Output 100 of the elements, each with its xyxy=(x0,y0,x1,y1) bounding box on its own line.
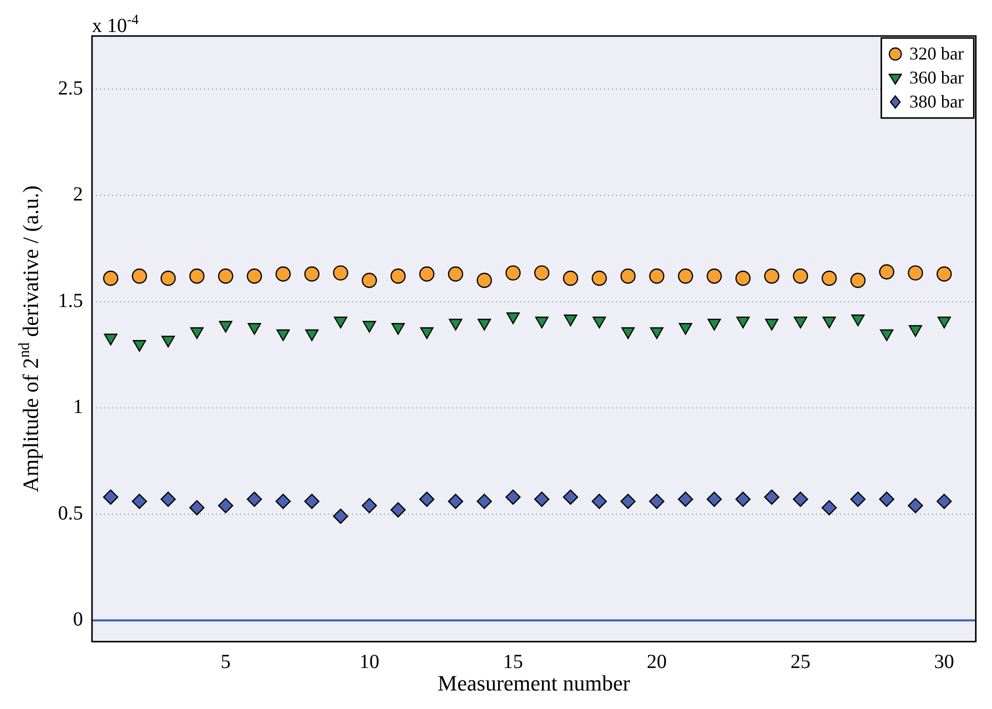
point xyxy=(794,316,808,328)
point xyxy=(248,323,262,335)
point xyxy=(246,492,262,507)
point xyxy=(938,316,951,328)
point xyxy=(419,492,434,507)
point xyxy=(333,508,348,524)
x-tick-label: 15 xyxy=(503,650,524,673)
point xyxy=(189,500,205,516)
x-tick-label: 10 xyxy=(359,650,380,673)
point xyxy=(678,268,694,284)
point xyxy=(908,325,922,337)
y-tick-label: 1.5 xyxy=(58,290,83,312)
point xyxy=(735,270,751,286)
point xyxy=(706,268,722,284)
point xyxy=(851,314,865,326)
point xyxy=(304,494,320,509)
x-tick-label: 5 xyxy=(220,650,231,673)
point xyxy=(505,490,521,505)
y-tick-label: 2.5 xyxy=(58,77,83,100)
point xyxy=(936,494,952,509)
point xyxy=(564,314,578,326)
point xyxy=(104,334,118,346)
point xyxy=(448,494,464,509)
point xyxy=(334,316,348,328)
point xyxy=(362,320,376,333)
point xyxy=(276,494,291,509)
point xyxy=(621,327,635,339)
point xyxy=(103,490,118,505)
x-tick-label: 20 xyxy=(646,650,667,673)
point xyxy=(649,494,664,509)
point xyxy=(534,265,550,281)
point xyxy=(764,268,780,284)
point xyxy=(620,268,636,284)
point xyxy=(478,318,491,330)
point xyxy=(304,266,320,282)
point xyxy=(190,327,204,339)
legend-label: 380 bar xyxy=(909,92,964,112)
point xyxy=(189,268,205,284)
point xyxy=(476,494,492,509)
point xyxy=(562,270,578,286)
point xyxy=(678,492,694,507)
point xyxy=(391,323,405,335)
point xyxy=(390,268,406,284)
point xyxy=(448,318,462,330)
point xyxy=(132,494,148,509)
point xyxy=(276,266,291,282)
point xyxy=(822,316,836,328)
point xyxy=(505,265,521,281)
point xyxy=(735,492,751,507)
point xyxy=(764,490,780,505)
point xyxy=(620,494,636,509)
point xyxy=(103,270,118,286)
point xyxy=(162,336,175,348)
point xyxy=(535,316,548,328)
point xyxy=(218,320,232,333)
point xyxy=(420,327,434,339)
point xyxy=(132,340,146,352)
point xyxy=(850,272,866,288)
point xyxy=(792,492,808,507)
x-tick-label: 30 xyxy=(934,650,954,673)
point xyxy=(132,268,148,284)
point xyxy=(592,494,607,509)
point xyxy=(276,329,290,342)
point xyxy=(534,492,550,507)
point xyxy=(822,270,837,286)
point xyxy=(936,266,952,282)
point xyxy=(708,318,721,330)
point xyxy=(678,323,692,335)
point xyxy=(880,329,894,342)
legend-label: 360 bar xyxy=(909,68,964,88)
point xyxy=(160,492,176,507)
x-tick-label: 25 xyxy=(790,650,810,673)
point xyxy=(736,316,750,328)
point xyxy=(649,268,664,284)
y-tick-label: 0.5 xyxy=(58,502,83,524)
point xyxy=(506,312,520,324)
point xyxy=(419,266,434,282)
point xyxy=(822,500,837,516)
point xyxy=(390,502,406,518)
point xyxy=(160,270,176,286)
point xyxy=(562,490,578,505)
point xyxy=(218,268,234,284)
y-tick-label: 0 xyxy=(73,608,83,631)
point xyxy=(592,270,607,286)
point xyxy=(448,266,464,282)
y-tick-label: 2 xyxy=(73,184,83,206)
point xyxy=(879,264,894,280)
point xyxy=(246,268,262,284)
point xyxy=(908,498,924,514)
point xyxy=(879,492,894,507)
point xyxy=(592,316,606,328)
point xyxy=(765,318,778,330)
point xyxy=(476,272,492,288)
y-axis-title: Amplitude of 2nd derivative / (a.u.) xyxy=(16,185,43,492)
y-tick-label: 1 xyxy=(73,396,83,418)
point xyxy=(650,327,664,339)
point xyxy=(362,272,377,288)
legend-label: 320 bar xyxy=(909,44,964,64)
point xyxy=(362,498,377,514)
x-axis-title: Measurement number xyxy=(438,670,631,696)
